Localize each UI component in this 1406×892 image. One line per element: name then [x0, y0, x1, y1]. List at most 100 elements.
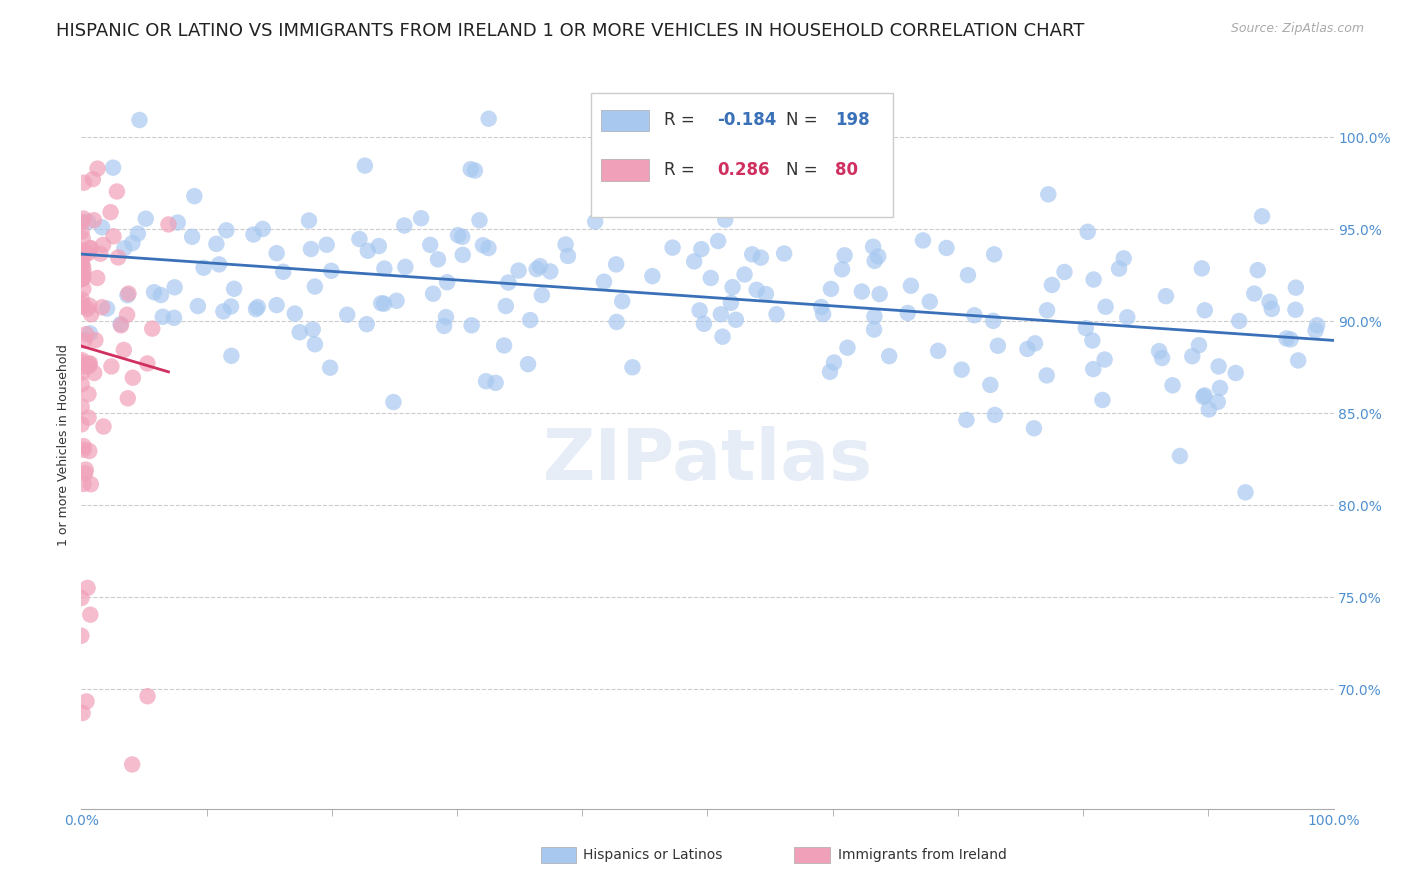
Point [315, 237, 337, 252]
Text: N =: N = [786, 112, 823, 129]
Point [76, 581, 98, 595]
Point [373, 296, 395, 310]
Point [72, 442, 94, 457]
Point [1305, 323, 1327, 337]
Point [136, 356, 159, 370]
Text: 0.286: 0.286 [717, 161, 770, 179]
Point [80, 241, 103, 255]
Point [869, 287, 891, 301]
Point [193, 260, 215, 275]
Point [1261, 301, 1284, 316]
Point [382, 395, 405, 409]
Point [70, 243, 93, 257]
Point [1198, 402, 1220, 417]
Point [700, 271, 723, 285]
Point [77, 215, 100, 229]
Point [103, 229, 125, 244]
Point [1154, 289, 1177, 303]
Point [519, 313, 541, 327]
Point [955, 413, 977, 427]
Point [370, 296, 392, 310]
Point [79, 326, 101, 341]
Point [434, 310, 457, 324]
Point [419, 238, 441, 252]
Point [1077, 225, 1099, 239]
Point [935, 241, 957, 255]
Point [319, 360, 342, 375]
Point [1053, 265, 1076, 279]
Text: 198: 198 [835, 112, 870, 129]
Text: 80: 80 [835, 161, 858, 179]
Point [693, 317, 716, 331]
Point [683, 254, 706, 268]
Point [107, 251, 129, 265]
Point [93, 419, 115, 434]
Point [83, 213, 105, 227]
Point [436, 275, 458, 289]
Point [96, 301, 118, 316]
Point [918, 294, 941, 309]
Point [1108, 261, 1130, 276]
Point [136, 690, 159, 704]
Point [91, 220, 114, 235]
Point [121, 236, 143, 251]
Point [72, 359, 94, 374]
Point [354, 159, 377, 173]
Point [765, 307, 787, 321]
Point [72, 706, 94, 720]
Point [83, 366, 105, 380]
Point [583, 215, 606, 229]
Point [70, 255, 93, 269]
FancyBboxPatch shape [541, 847, 576, 863]
Point [811, 307, 834, 321]
Point [356, 317, 378, 331]
Y-axis label: 1 or more Vehicles in Household: 1 or more Vehicles in Household [58, 344, 70, 547]
Point [252, 222, 274, 236]
Point [288, 325, 311, 339]
Point [72, 268, 94, 283]
Point [117, 288, 139, 302]
Point [143, 285, 166, 300]
Point [245, 302, 267, 317]
Point [950, 362, 973, 376]
Point [983, 247, 1005, 261]
Point [1208, 359, 1230, 374]
Point [422, 286, 444, 301]
Point [128, 113, 150, 128]
Point [110, 318, 132, 333]
Point [1094, 352, 1116, 367]
Point [1083, 362, 1105, 376]
Point [451, 229, 474, 244]
Point [73, 334, 96, 348]
Point [1017, 342, 1039, 356]
Point [70, 353, 93, 368]
Point [100, 205, 122, 219]
Point [367, 239, 389, 253]
Point [1147, 344, 1170, 359]
Point [77, 387, 100, 401]
Point [208, 257, 231, 271]
Point [77, 359, 100, 373]
Point [1234, 485, 1257, 500]
Point [1152, 351, 1174, 365]
Point [72, 260, 94, 274]
Point [877, 349, 900, 363]
Point [621, 360, 644, 375]
Point [707, 234, 730, 248]
Text: ZIPatlas: ZIPatlas [543, 425, 873, 494]
Text: N =: N = [786, 161, 823, 179]
Point [727, 191, 749, 205]
Point [221, 349, 243, 363]
Point [606, 315, 628, 329]
Point [1284, 302, 1306, 317]
Point [1285, 280, 1308, 294]
Point [1112, 252, 1135, 266]
Point [451, 248, 474, 262]
Point [1227, 314, 1250, 328]
Point [831, 262, 853, 277]
Point [1209, 381, 1232, 395]
Point [517, 357, 540, 371]
Point [1038, 187, 1060, 202]
Point [100, 359, 122, 374]
Point [741, 247, 763, 261]
